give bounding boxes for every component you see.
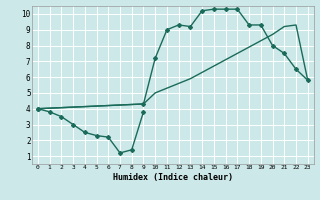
X-axis label: Humidex (Indice chaleur): Humidex (Indice chaleur) — [113, 173, 233, 182]
